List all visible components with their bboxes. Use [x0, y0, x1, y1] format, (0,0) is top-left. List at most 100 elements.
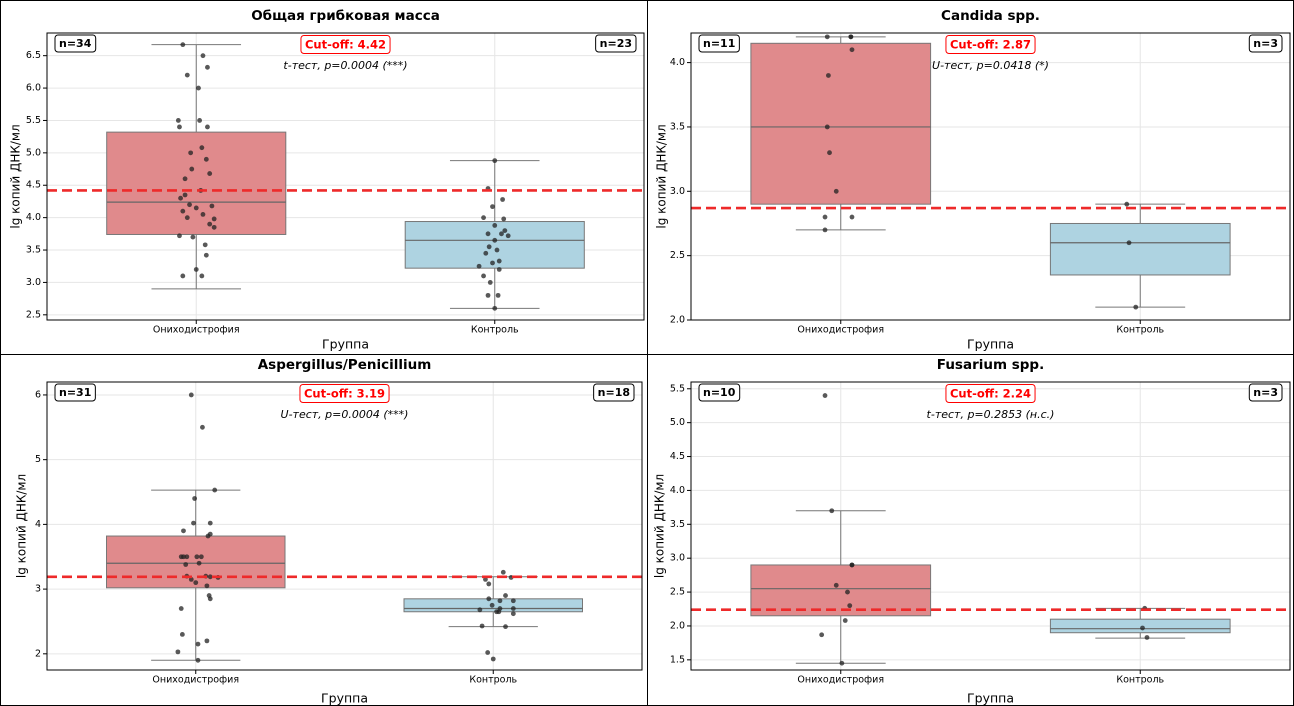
- data-point: [510, 606, 516, 611]
- data-point: [505, 233, 511, 239]
- data-point: [198, 554, 204, 560]
- data-point: [483, 250, 489, 256]
- y-tick-label: 3.5: [670, 121, 685, 132]
- box-Контроль: [1049, 607, 1231, 639]
- data-point: [496, 267, 502, 272]
- data-point: [849, 562, 855, 568]
- data-point: [822, 393, 828, 398]
- data-point: [180, 42, 186, 48]
- data-point: [175, 649, 181, 655]
- data-point: [204, 638, 210, 644]
- n-badge-case-frame: [54, 383, 96, 402]
- data-point: [494, 247, 500, 253]
- y-tick-label: 2: [35, 648, 41, 659]
- n-badge-control: n=18: [593, 383, 635, 402]
- n-badge-case: n=10: [698, 383, 741, 402]
- cutoff-label-frame: [945, 384, 1036, 403]
- n-badge-case-frame: [698, 383, 741, 402]
- box-iqr: [750, 564, 932, 617]
- cutoff-label-frame: [945, 35, 1036, 54]
- data-point: [845, 589, 850, 595]
- data-point: [486, 581, 492, 587]
- plot-frame: [46, 32, 645, 321]
- y-tick-label: 5.5: [26, 115, 41, 126]
- x-tick-label: Контроль: [469, 675, 517, 686]
- data-point: [825, 73, 831, 78]
- data-point: [175, 118, 181, 123]
- x-tick-label: Ониходистрофия: [152, 675, 239, 686]
- data-point: [1140, 625, 1145, 631]
- data-point: [205, 533, 211, 539]
- box-iqr: [750, 42, 932, 205]
- data-point: [822, 227, 828, 233]
- chart-title: Aspergillus/Penicillium: [258, 357, 432, 373]
- data-point: [197, 118, 203, 123]
- data-point: [481, 215, 486, 221]
- box-Ониходистрофия: [106, 489, 286, 661]
- data-point: [194, 554, 200, 560]
- y-tick-label: 1.5: [670, 654, 685, 665]
- data-point: [839, 660, 845, 666]
- data-point: [492, 305, 498, 311]
- data-point: [501, 216, 507, 222]
- data-point: [204, 583, 210, 589]
- y-tick-label: 3: [35, 584, 41, 595]
- data-point: [477, 607, 483, 613]
- data-point: [200, 211, 206, 217]
- data-point: [212, 487, 218, 493]
- data-point: [211, 216, 217, 222]
- data-point: [500, 197, 505, 202]
- test-label: t-тест, p=0.2853 (н.с.): [927, 408, 1055, 421]
- n-badge-case-frame: [54, 34, 97, 53]
- data-point: [510, 611, 516, 617]
- data-point: [195, 641, 201, 647]
- x-tick-label: Ониходистрофия: [153, 325, 240, 336]
- data-point: [502, 228, 508, 233]
- box-iqr: [404, 221, 585, 269]
- box-Контроль: [1049, 203, 1231, 308]
- data-point: [200, 53, 206, 59]
- box-Ониходистрофия: [106, 44, 287, 290]
- data-point: [193, 205, 199, 211]
- data-point: [847, 603, 853, 609]
- data-point: [188, 392, 194, 398]
- data-point: [188, 576, 194, 582]
- y-tick-label: 2.0: [670, 620, 685, 631]
- chart-title: Candida spp.: [941, 8, 1040, 24]
- data-point: [202, 242, 208, 248]
- test-label: t-тест, p=0.0004 (***): [283, 59, 407, 72]
- y-tick-label: 2.5: [670, 587, 685, 598]
- y-tick-label: 6: [35, 389, 41, 400]
- x-tick-label: Контроль: [1116, 675, 1164, 686]
- data-point: [1124, 201, 1130, 207]
- x-tick-label: Ониходистрофия: [797, 675, 884, 686]
- plot-frame: [46, 381, 643, 671]
- data-point: [207, 221, 213, 227]
- cutoff-label: Cut-off: 2.24: [950, 387, 1031, 401]
- n-badge-control-frame: [595, 34, 637, 53]
- data-point: [180, 208, 186, 214]
- box-Контроль: [403, 576, 583, 628]
- data-point: [184, 554, 190, 560]
- data-point: [182, 176, 188, 182]
- y-tick-label: 2.5: [26, 309, 41, 320]
- cutoff-label-frame: [299, 384, 390, 403]
- data-point: [487, 280, 493, 285]
- data-point: [203, 156, 209, 162]
- y-tick-label: 4.0: [26, 212, 41, 223]
- data-point: [1133, 304, 1139, 310]
- data-point: [481, 273, 486, 279]
- data-point: [485, 650, 491, 655]
- y-tick-label: 3.5: [26, 245, 41, 256]
- data-point: [196, 560, 202, 566]
- y-tick-label: 5.5: [670, 383, 685, 394]
- data-point: [479, 623, 485, 629]
- data-point: [492, 223, 498, 228]
- data-point: [499, 231, 504, 237]
- y-tick-label: 3.0: [26, 277, 41, 288]
- data-point: [195, 657, 201, 663]
- data-point: [829, 508, 835, 514]
- x-tick-label: Контроль: [1116, 325, 1164, 336]
- data-point: [207, 574, 213, 580]
- data-point: [833, 188, 839, 194]
